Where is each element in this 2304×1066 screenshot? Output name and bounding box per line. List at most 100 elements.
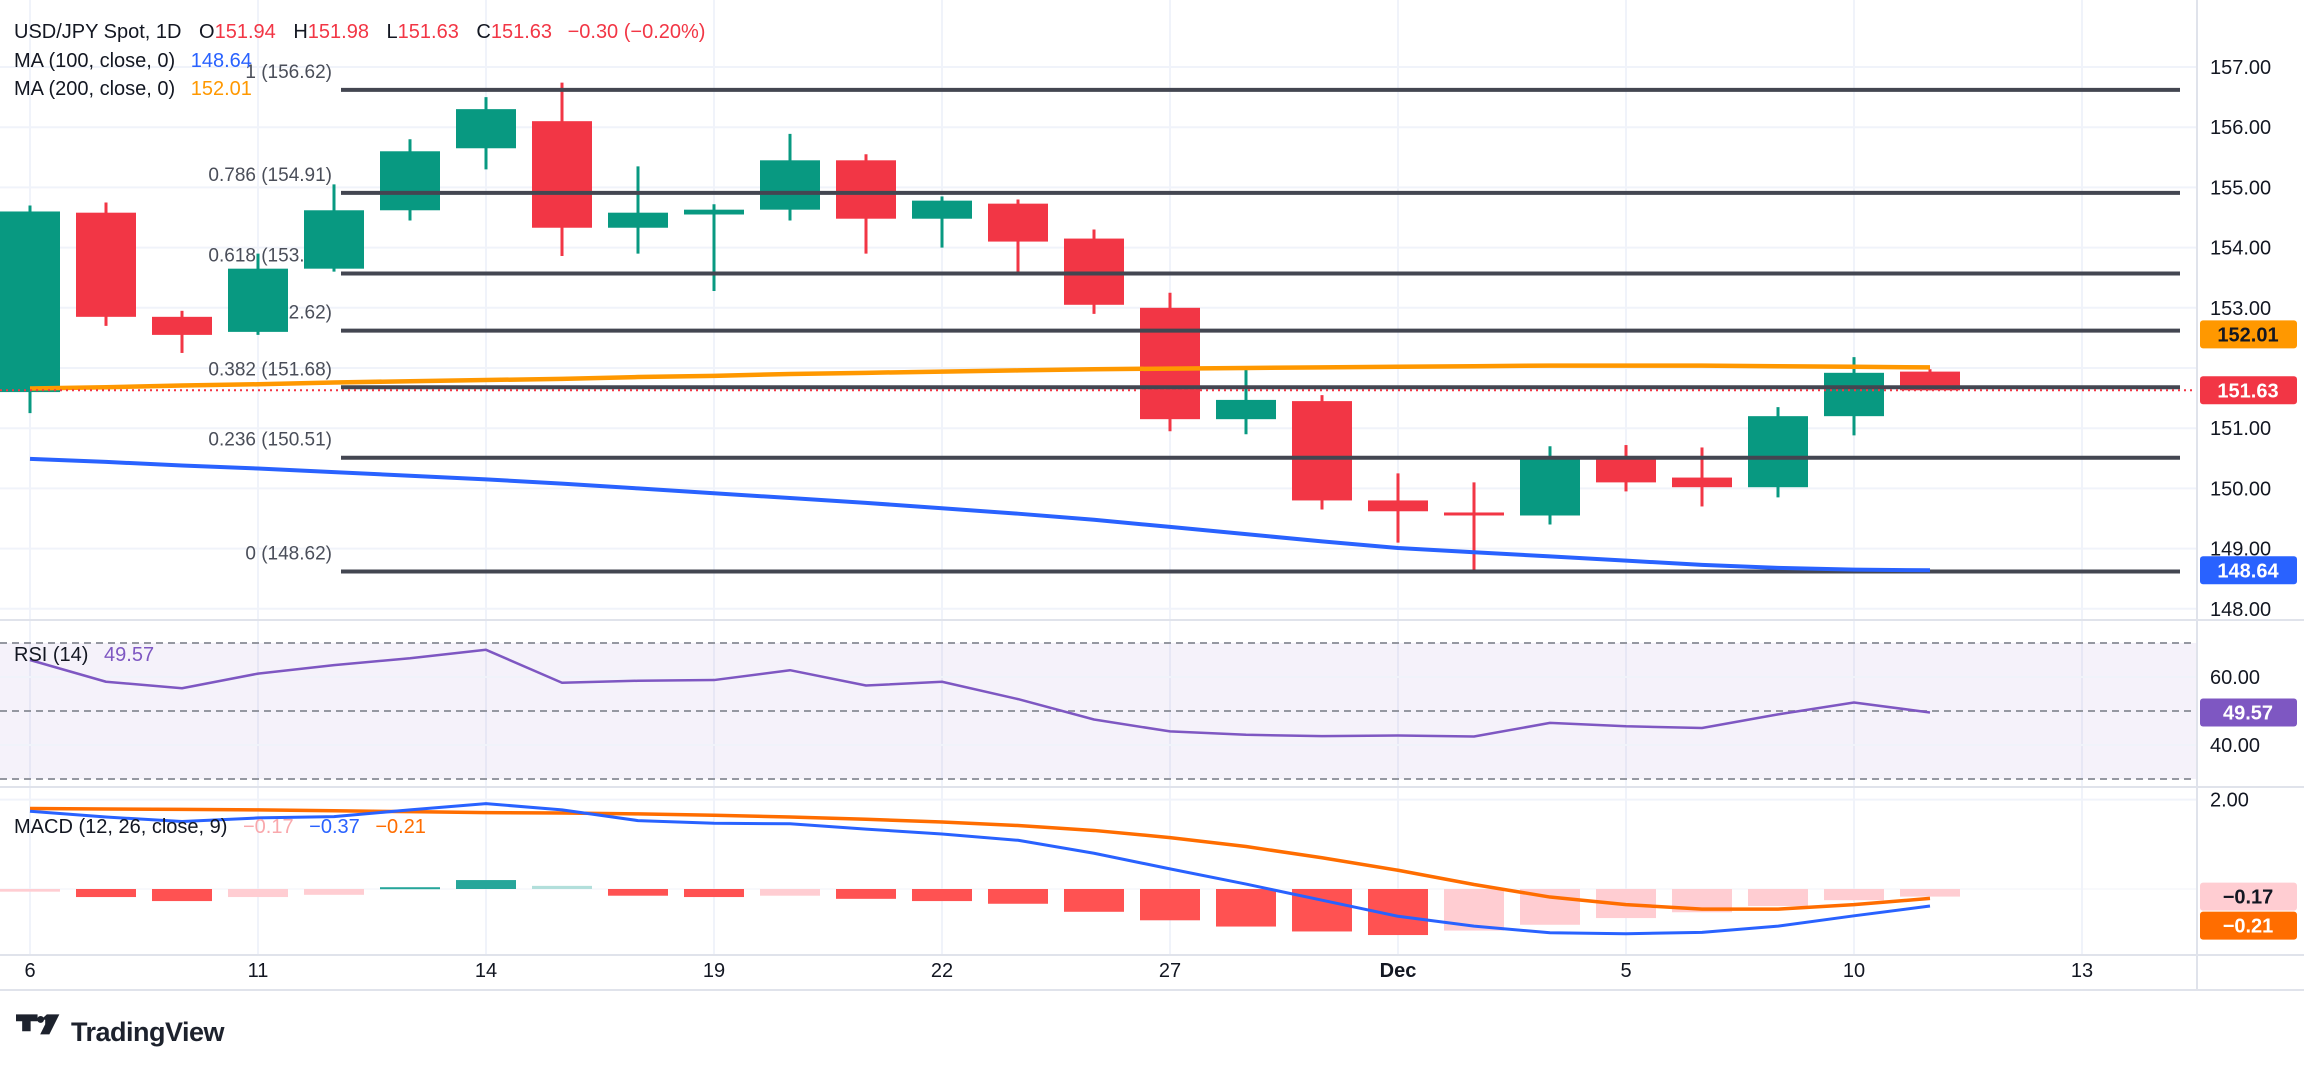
- candle-body: [228, 268, 288, 332]
- time-axis-label: 6: [24, 960, 35, 982]
- time-axis-label: 27: [1159, 960, 1181, 982]
- close-value: 151.63: [490, 21, 553, 43]
- open-value: 151.94: [214, 21, 276, 43]
- macd-signal-badge: [2200, 911, 2297, 940]
- candle-body: [0, 211, 60, 393]
- ma200-legend-row[interactable]: MA (200, close, 0) 152.01: [14, 78, 252, 101]
- candle-body: [988, 203, 1048, 242]
- fib-level-label: 0.382 (151.68): [208, 359, 332, 380]
- candle-body: [380, 151, 440, 211]
- macd-hist-badge-text: −0.17: [2223, 887, 2274, 909]
- candle-body: [912, 200, 972, 219]
- time-axis-label: 14: [475, 960, 497, 982]
- ma-200-line: [29, 363, 1931, 391]
- fib-level-label: 1 (156.62): [245, 62, 332, 83]
- macd-histogram-bar: [684, 889, 744, 898]
- macd-histogram-bar: [760, 889, 820, 896]
- macd-histogram-bar: [76, 889, 136, 898]
- candle-body: [608, 212, 668, 228]
- candle-body: [304, 210, 364, 269]
- ma200-label: MA (200, close, 0): [14, 78, 176, 100]
- macd-histogram-bar: [456, 880, 516, 889]
- fib-level-label: 0.786 (154.91): [208, 165, 332, 186]
- candle-body: [1520, 458, 1580, 516]
- ma-100-line: [29, 456, 1931, 573]
- ma100-legend-row[interactable]: MA (100, close, 0) 148.64: [14, 50, 252, 73]
- macd-histogram-bar: [380, 887, 440, 890]
- candle-body: [1292, 401, 1352, 501]
- macd-histogram-bar: [1672, 889, 1732, 913]
- price-axis-tick-label: 150.00: [2210, 478, 2271, 500]
- macd-histogram-bar: [0, 889, 60, 892]
- low-label: L: [386, 21, 398, 43]
- macd-histogram-bar: [836, 889, 896, 899]
- change-value: −0.30 (−0.20%): [567, 21, 706, 43]
- candle-body: [1824, 372, 1884, 417]
- macd-legend-row[interactable]: MACD (12, 26, close, 9) −0.17 −0.37 −0.2…: [14, 816, 426, 839]
- ma100-price-badge-text: 148.64: [2217, 560, 2279, 582]
- candle-body: [1748, 416, 1808, 488]
- macd-label: MACD (12, 26, close, 9): [14, 816, 228, 838]
- time-axis-label: Dec: [1380, 960, 1417, 982]
- ma200-value: 152.01: [190, 78, 252, 100]
- macd-line: [29, 802, 1931, 936]
- macd-histogram-bar: [912, 889, 972, 902]
- macd-histogram-bar: [1064, 889, 1124, 912]
- price-axis-tick-label: 157.00: [2210, 57, 2271, 79]
- ma200-price-badge-text: 152.01: [2217, 324, 2278, 346]
- candle-body: [1672, 477, 1732, 488]
- price-axis-tick-label: 148.00: [2210, 599, 2271, 621]
- rsi-legend-row[interactable]: RSI (14) 49.57: [14, 644, 154, 667]
- ma200-price-badge: [2200, 320, 2297, 349]
- price-axis-tick-label: 149.00: [2210, 539, 2271, 561]
- macd-histogram-bar: [1900, 889, 1960, 897]
- candle-body: [836, 160, 896, 219]
- macd-histogram-bar: [1824, 889, 1884, 901]
- macd-histogram-bar: [152, 889, 212, 902]
- last-price-badge: [2200, 376, 2297, 405]
- symbol-legend-row[interactable]: USD/JPY Spot, 1D O151.94 H151.98 L151.63…: [14, 21, 705, 44]
- rsi-value: 49.57: [104, 644, 155, 666]
- open-label: O: [199, 21, 215, 43]
- fib-level-label: 0 (148.62): [245, 543, 332, 564]
- tradingview-logo[interactable]: TradingView: [16, 1014, 225, 1050]
- macd-signal-badge-text: −0.21: [2223, 916, 2274, 938]
- price-axis-tick-label: 156.00: [2210, 117, 2271, 139]
- macd-histogram-bar: [988, 889, 1048, 904]
- candle-body: [1596, 458, 1656, 483]
- macd-line-value: −0.37: [309, 816, 360, 838]
- close-label: C: [476, 21, 491, 43]
- low-value: 151.63: [397, 21, 459, 43]
- macd-histogram-bar: [1216, 889, 1276, 927]
- candle-body: [76, 212, 136, 317]
- macd-histogram-bar: [608, 889, 668, 896]
- macd-hist-badge: [2200, 882, 2297, 911]
- candle-body: [1368, 500, 1428, 512]
- symbol-title: USD/JPY Spot, 1D: [14, 21, 182, 43]
- macd-histogram-bar: [532, 885, 592, 889]
- rsi-value-badge: [2200, 698, 2297, 727]
- candle-body: [684, 209, 744, 215]
- rsi-value-badge-text: 49.57: [2223, 702, 2273, 724]
- rsi-axis-tick-label: 60.00: [2210, 667, 2260, 689]
- price-axis-tick-label: 151.00: [2210, 418, 2271, 440]
- fib-level-label: 0.236 (150.51): [208, 430, 332, 451]
- time-axis-label: 13: [2071, 960, 2093, 982]
- high-value: 151.98: [307, 21, 369, 43]
- ma100-price-badge: [2200, 556, 2297, 585]
- tradingview-logo-text: TradingView: [71, 1016, 225, 1047]
- last-price-badge-text: 151.63: [2217, 380, 2278, 402]
- macd-histogram-bar: [228, 889, 288, 898]
- candle-body: [760, 160, 820, 210]
- macd-signal-value: −0.21: [375, 816, 426, 838]
- price-axis-tick-label: 153.00: [2210, 298, 2271, 320]
- time-axis-label: 5: [1620, 960, 1631, 982]
- time-axis-label: 22: [931, 960, 953, 982]
- candle-body: [152, 316, 212, 335]
- macd-hist-value: −0.17: [242, 816, 294, 838]
- fib-level-label: 0.618 (153.57): [208, 245, 332, 266]
- rsi-line: [29, 648, 1931, 738]
- candle-body: [456, 109, 516, 149]
- candle-body: [1444, 512, 1504, 516]
